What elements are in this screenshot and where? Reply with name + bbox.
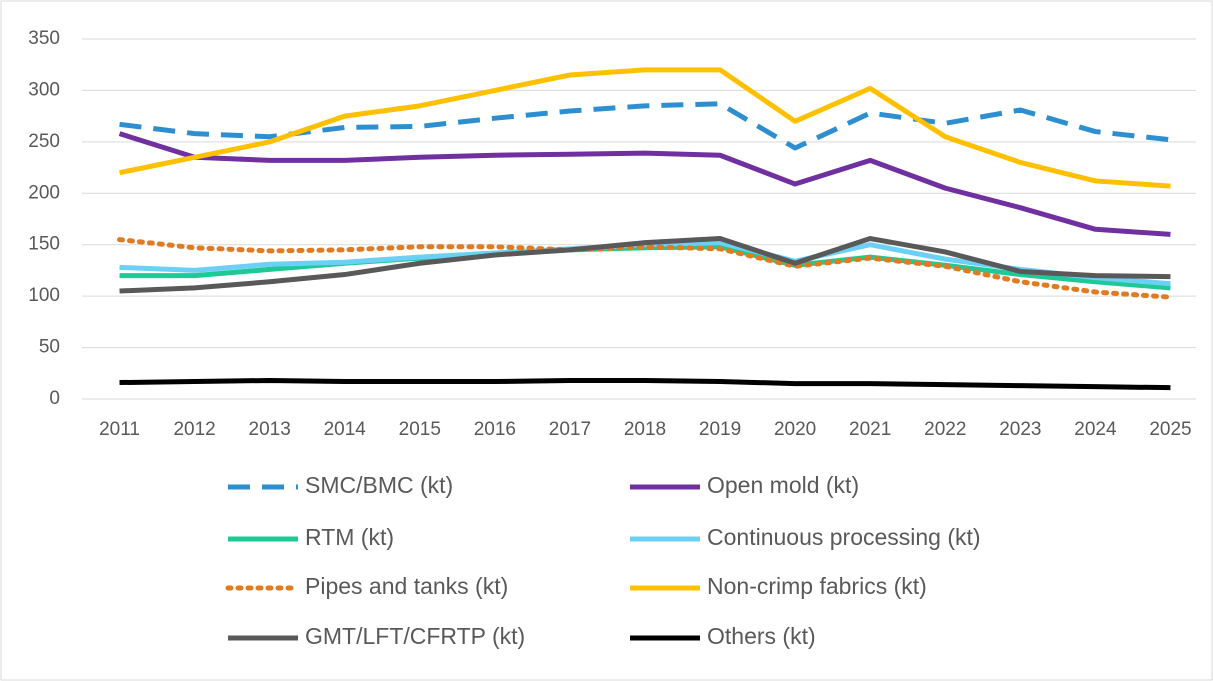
x-tick-label: 2021 xyxy=(849,419,891,440)
series-line xyxy=(119,244,1171,291)
y-tick-label: 250 xyxy=(28,131,60,152)
series-line xyxy=(117,237,1173,300)
x-tick-label: 2020 xyxy=(774,419,816,440)
x-tick-label: 2016 xyxy=(474,419,516,440)
x-tick-label: 2011 xyxy=(99,419,140,440)
legend-label: Others (kt) xyxy=(707,623,816,649)
x-tick-label: 2025 xyxy=(1149,419,1191,440)
series-line xyxy=(119,236,1171,294)
y-tick-label: 300 xyxy=(28,79,60,100)
x-tick-label: 2022 xyxy=(924,419,966,440)
x-tick-label: 2019 xyxy=(699,419,741,440)
legend-label: Non-crimp fabrics (kt) xyxy=(707,573,927,599)
x-tick-label: 2014 xyxy=(324,419,367,440)
y-tick-label: 50 xyxy=(39,337,60,358)
y-tick-label: 100 xyxy=(28,285,60,306)
series-line xyxy=(119,377,1171,391)
x-tick-label: 2015 xyxy=(399,419,441,440)
legend-label: RTM (kt) xyxy=(305,524,394,550)
legend-label: Continuous processing (kt) xyxy=(707,524,981,550)
y-tick-label: 350 xyxy=(28,28,60,49)
legend-label: Pipes and tanks (kt) xyxy=(305,573,508,599)
x-tick-label: 2012 xyxy=(173,419,215,440)
y-tick-label: 200 xyxy=(28,182,60,203)
series-line xyxy=(119,67,1171,189)
legend-label: SMC/BMC (kt) xyxy=(305,472,453,498)
x-tick-label: 2017 xyxy=(549,419,591,440)
x-tick-label: 2013 xyxy=(249,419,291,440)
series-line xyxy=(118,131,1171,237)
y-tick-label: 0 xyxy=(49,388,60,409)
x-tick-label: 2018 xyxy=(624,419,666,440)
x-tick-label: 2023 xyxy=(999,419,1041,440)
x-tick-label: 2024 xyxy=(1074,419,1117,440)
legend-label: Open mold (kt) xyxy=(707,472,859,498)
legend-label: GMT/LFT/CFRTP (kt) xyxy=(305,623,525,649)
y-tick-label: 150 xyxy=(28,234,60,255)
